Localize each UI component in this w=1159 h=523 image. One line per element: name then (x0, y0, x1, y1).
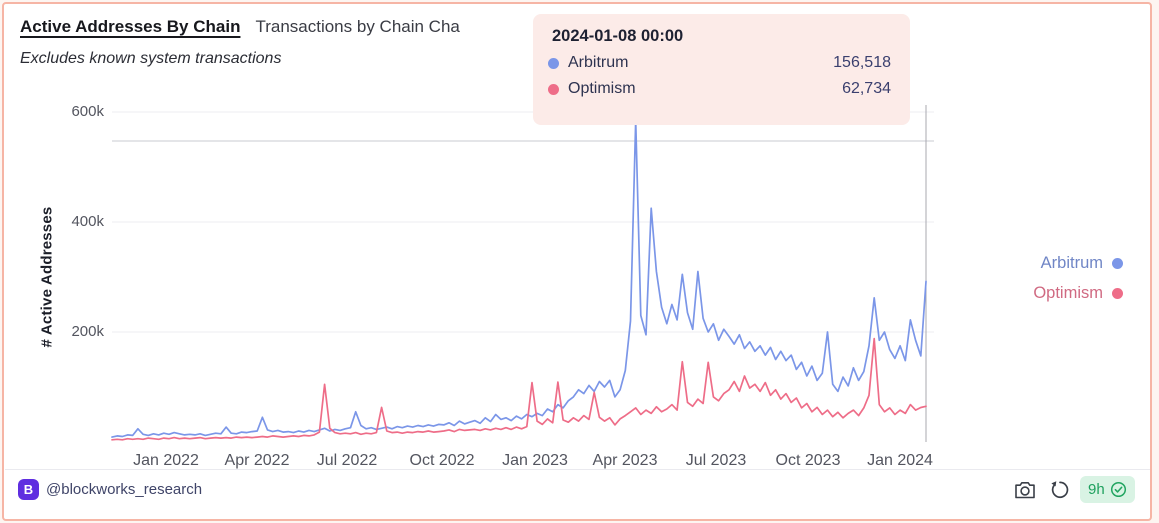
legend-label: Optimism (1033, 283, 1103, 302)
chart-tooltip: 2024-01-08 00:00 Arbitrum 156,518 Optimi… (533, 14, 910, 125)
tooltip-series-label: Optimism (568, 80, 636, 97)
legend-item-optimism[interactable]: Optimism (1033, 278, 1123, 308)
y-tick-label: 200k (71, 323, 104, 340)
tooltip-row-arbitrum: Arbitrum 156,518 (548, 54, 891, 72)
arbitrum-dot-icon (1112, 257, 1123, 269)
tooltip-date: 2024-01-08 00:00 (552, 27, 684, 45)
chart-subtitle: Excludes known system transactions (20, 50, 282, 67)
tab-transactions[interactable]: Transactions by Chain Cha (255, 17, 460, 36)
screenshot-button[interactable] (1014, 480, 1036, 500)
optimism-dot-icon (548, 83, 559, 95)
chart-tabs: Active Addresses By Chain Transactions by… (20, 17, 460, 37)
y-tick-label: 400k (71, 213, 104, 230)
tab-active-addresses[interactable]: Active Addresses By Chain (20, 17, 241, 36)
arbitrum-dot-icon (548, 57, 559, 69)
y-tick-label: 600k (71, 103, 104, 120)
x-tick-label: Apr 2023 (592, 452, 658, 469)
verified-check-icon (1110, 481, 1126, 498)
history-undo-icon (1051, 481, 1069, 499)
tooltip-row-optimism: Optimism 62,734 (548, 80, 891, 98)
legend-label: Arbitrum (1040, 253, 1103, 272)
chart-legend: Arbitrum Optimism (1033, 248, 1123, 308)
x-tick-label: Jan 2024 (867, 452, 933, 469)
optimism-dot-icon (1112, 287, 1123, 299)
blockworks-logo-icon: B (18, 479, 39, 500)
footer-bar: B @blockworks_research 9h (0, 470, 1159, 520)
x-tick-label: Jan 2023 (502, 452, 568, 469)
footer-divider (5, 469, 1150, 470)
x-tick-label: Oct 2023 (775, 452, 841, 469)
optimism-series-line (111, 337, 927, 441)
x-tick-label: Apr 2022 (224, 452, 290, 469)
tooltip-series-value: 62,734 (842, 80, 891, 97)
arbitrum-series-line (111, 119, 927, 438)
tooltip-series-label: Arbitrum (568, 54, 629, 71)
x-tick-label: Jan 2022 (133, 452, 199, 469)
legend-item-arbitrum[interactable]: Arbitrum (1033, 248, 1123, 278)
data-freshness-badge[interactable]: 9h (1080, 476, 1135, 503)
tooltip-series-value: 156,518 (833, 54, 891, 71)
refresh-history-button[interactable] (1049, 480, 1071, 500)
badge-time-label: 9h (1088, 481, 1105, 498)
x-tick-label: Oct 2022 (409, 452, 475, 469)
x-tick-label: Jul 2022 (316, 452, 378, 469)
camera-icon (1015, 482, 1035, 499)
attribution-handle-link[interactable]: @blockworks_research (46, 481, 203, 498)
x-tick-label: Jul 2023 (685, 452, 747, 469)
